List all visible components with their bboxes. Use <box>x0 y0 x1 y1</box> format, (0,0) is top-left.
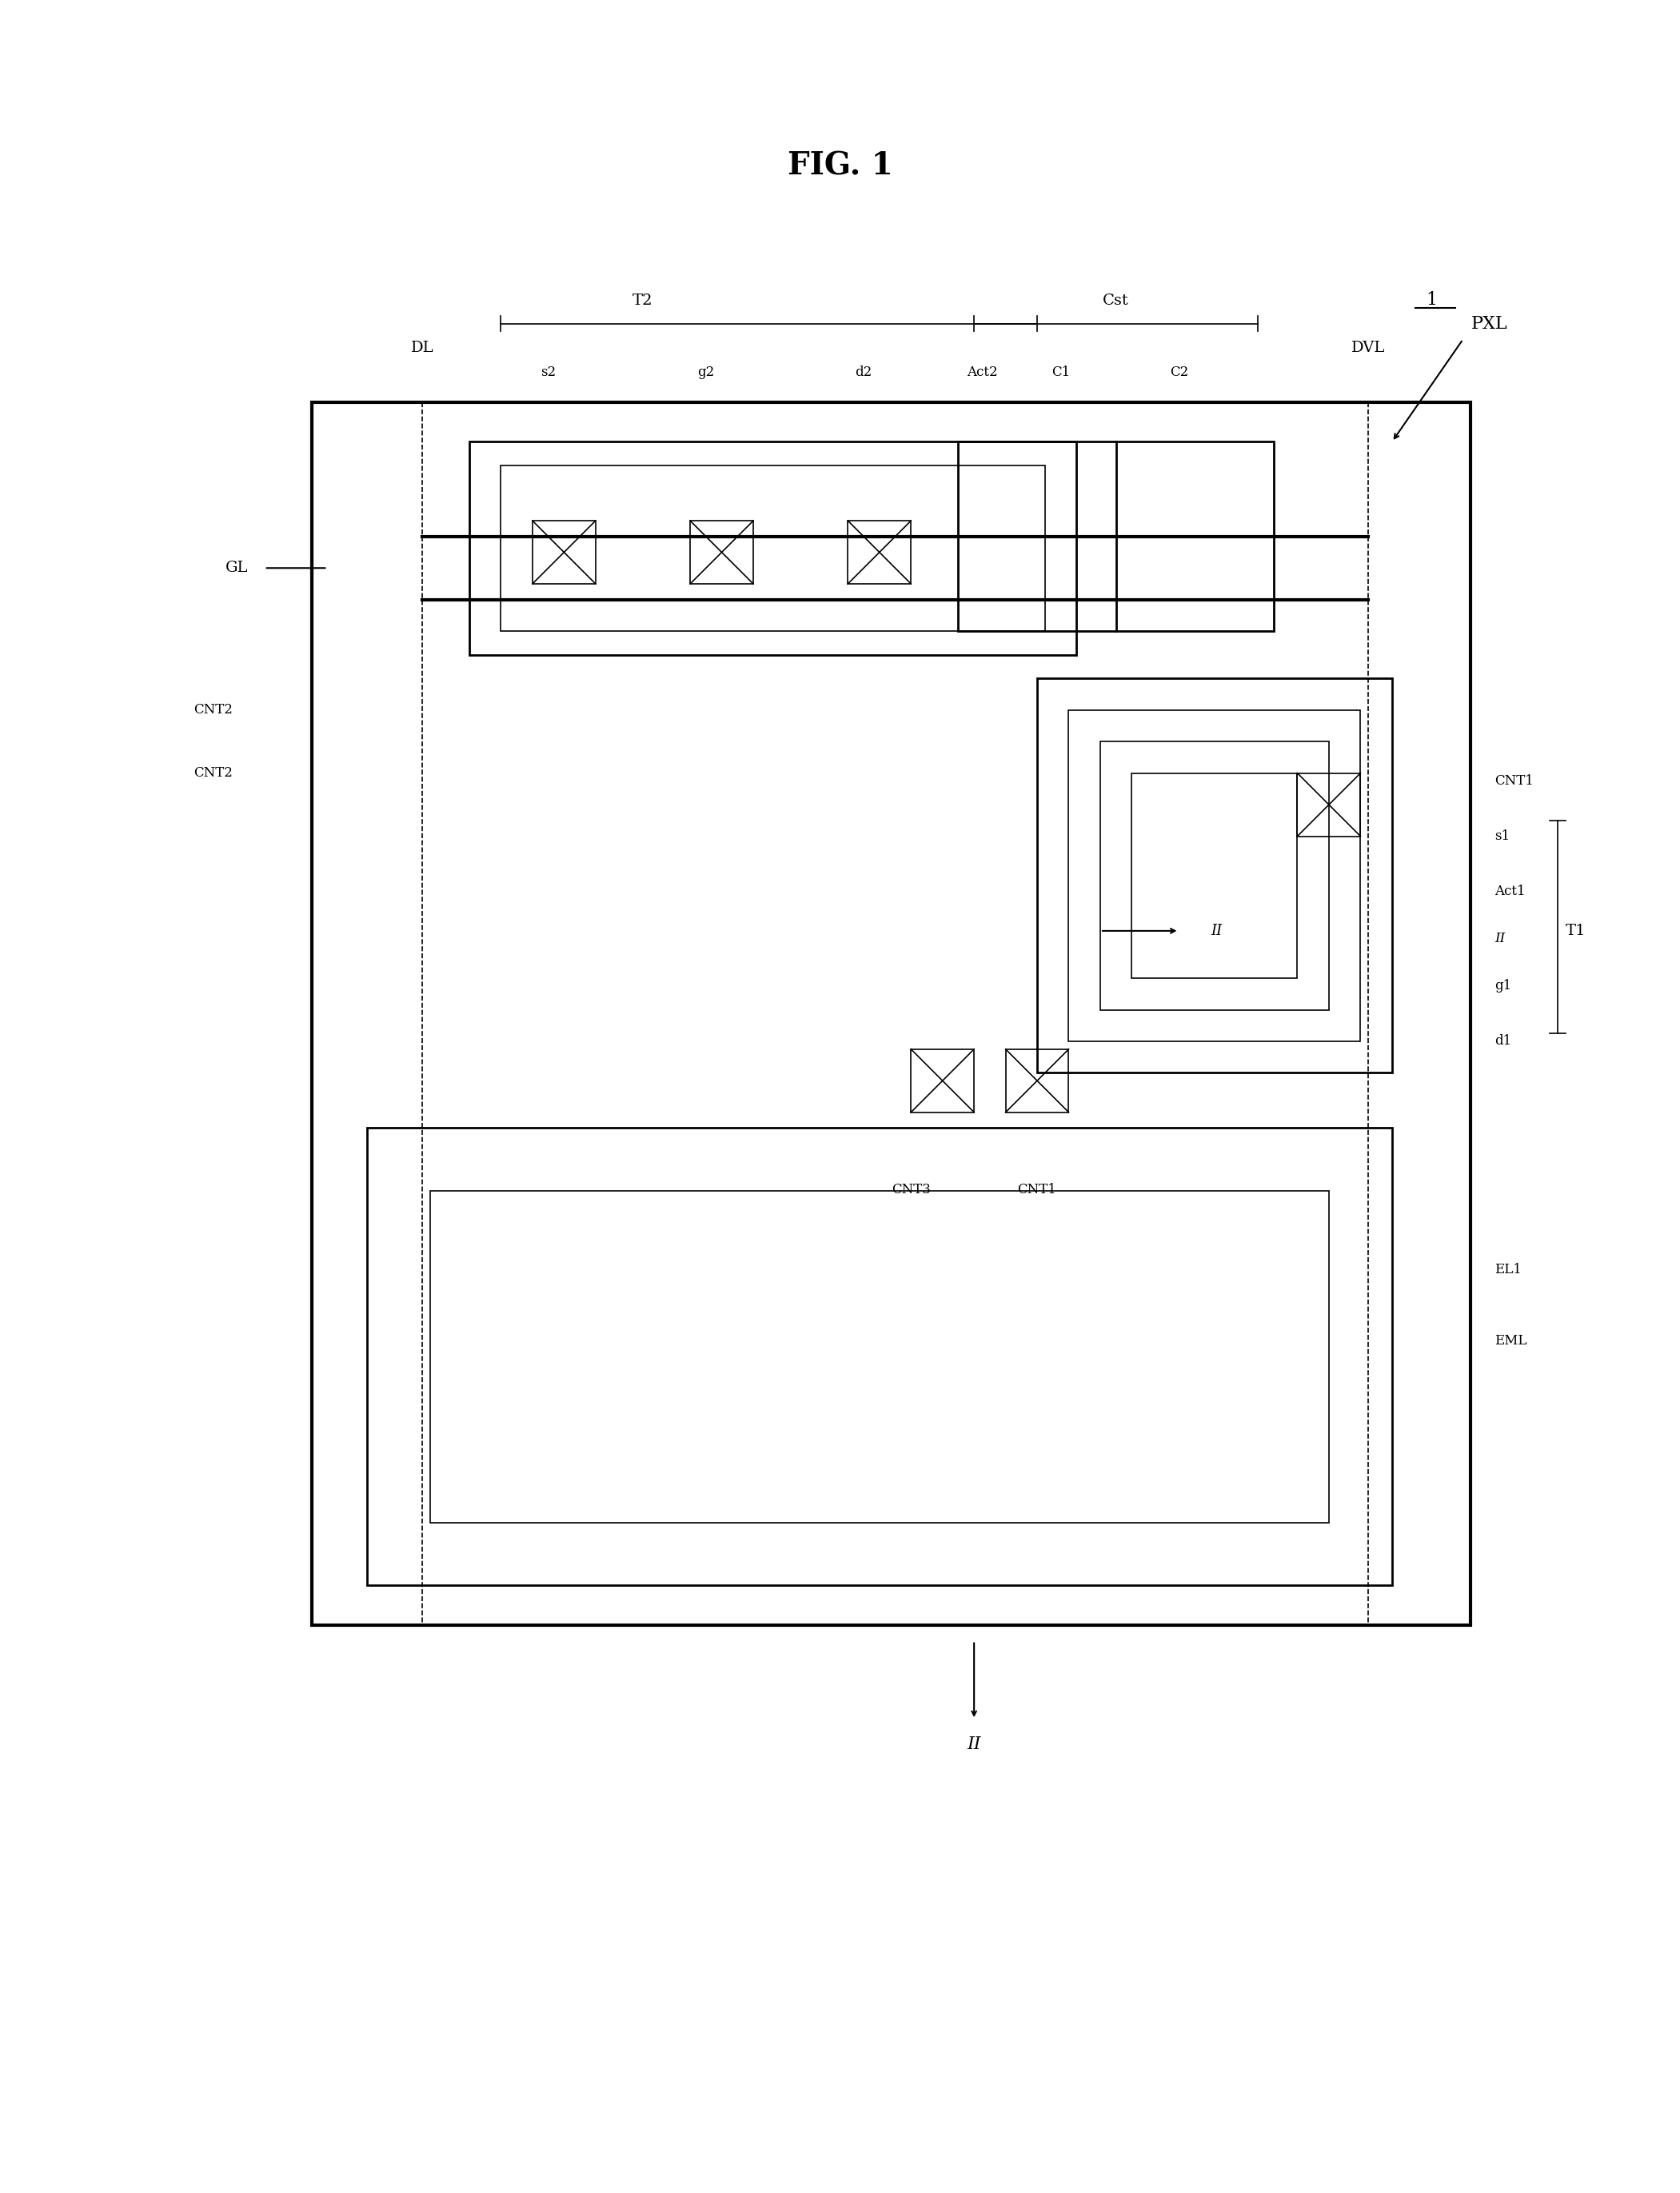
Text: s2: s2 <box>541 366 556 379</box>
Bar <box>690 520 753 583</box>
Bar <box>1068 711 1361 1042</box>
Text: Act1: Act1 <box>1495 884 1525 899</box>
Text: g2: g2 <box>697 366 714 379</box>
Text: C1: C1 <box>1052 366 1070 379</box>
Text: d2: d2 <box>855 366 872 379</box>
Bar <box>911 1048 974 1112</box>
Text: 1: 1 <box>1426 292 1436 309</box>
Bar <box>366 1127 1393 1586</box>
Text: CNT1: CNT1 <box>1018 1184 1057 1197</box>
Text: Act2: Act2 <box>966 366 998 379</box>
Text: EL1: EL1 <box>1495 1263 1522 1276</box>
Bar <box>469 441 1077 656</box>
Bar <box>312 401 1472 1625</box>
Bar <box>430 1191 1329 1522</box>
Text: GL: GL <box>225 561 249 575</box>
Bar <box>1132 774 1297 978</box>
Text: CNT3: CNT3 <box>892 1184 931 1197</box>
Text: DL: DL <box>410 340 433 355</box>
Bar <box>1297 774 1361 836</box>
Text: Cst: Cst <box>1102 294 1129 307</box>
Text: II: II <box>1495 932 1505 945</box>
Text: g1: g1 <box>1495 980 1512 993</box>
Text: s1: s1 <box>1495 829 1510 842</box>
Bar <box>848 520 911 583</box>
Text: CNT2: CNT2 <box>193 704 234 717</box>
Text: FIG. 1: FIG. 1 <box>788 151 892 182</box>
Bar <box>501 465 1045 632</box>
Bar <box>533 520 595 583</box>
Text: II: II <box>968 1735 981 1752</box>
Text: T2: T2 <box>633 294 654 307</box>
Bar <box>1100 741 1329 1009</box>
Text: DVL: DVL <box>1351 340 1386 355</box>
Text: CNT1: CNT1 <box>1495 774 1534 787</box>
Text: C2: C2 <box>1169 366 1188 379</box>
Text: T1: T1 <box>1566 923 1586 939</box>
Text: EML: EML <box>1495 1333 1527 1349</box>
Text: PXL: PXL <box>1472 316 1507 333</box>
Text: CNT2: CNT2 <box>193 765 234 781</box>
Text: d1: d1 <box>1495 1035 1512 1048</box>
Bar <box>1006 1048 1068 1112</box>
Text: II: II <box>1211 923 1221 939</box>
Bar <box>1037 678 1393 1072</box>
Bar <box>958 441 1273 632</box>
